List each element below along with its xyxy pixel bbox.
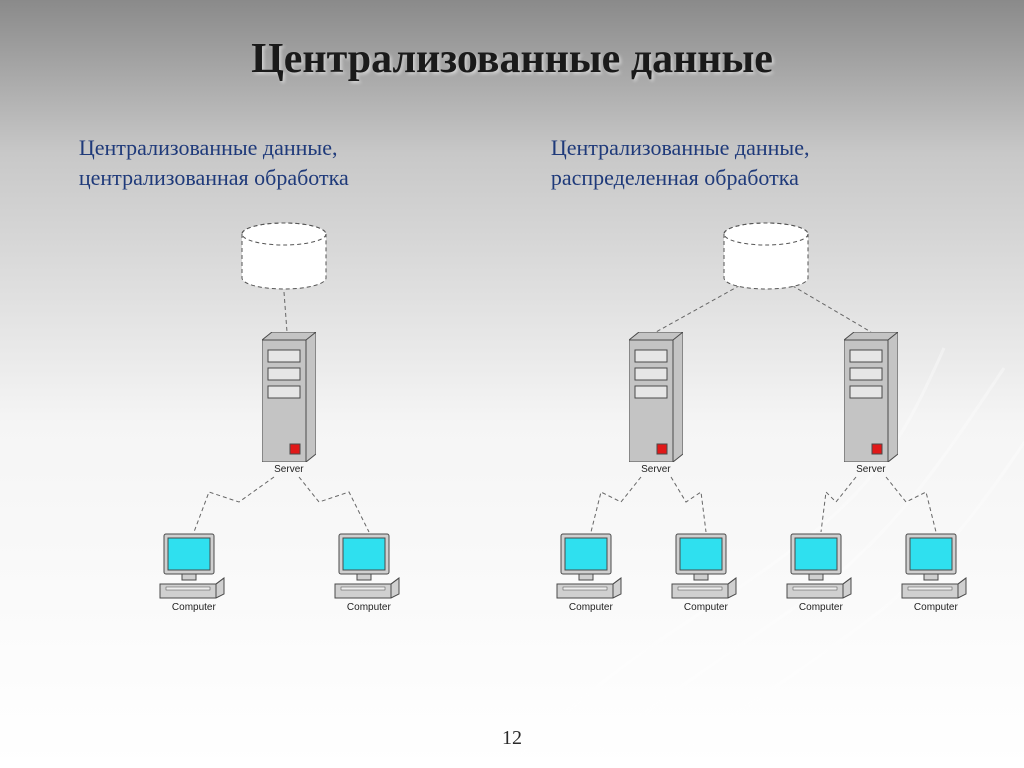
computer-icon: Computer (154, 532, 234, 613)
left-subtitle-line2: централизованная обработка (79, 165, 349, 190)
server-icon: Server (841, 332, 901, 475)
computer-label: Computer (914, 602, 958, 613)
server-icon: Server (626, 332, 686, 475)
slide-title: Централизованные данные (0, 0, 1024, 83)
left-subtitle-line1: Централизованные данные, (79, 135, 338, 160)
computer-icon: Computer (896, 532, 976, 613)
right-diagram: Server Server Computer Computer Computer (531, 222, 965, 662)
computer-label: Computer (347, 602, 391, 613)
computer-label: Computer (799, 602, 843, 613)
server-label: Server (274, 464, 303, 475)
computer-label: Computer (684, 602, 728, 613)
right-subtitle-line1: Централизованные данные, (551, 135, 810, 160)
database-cylinder-icon (239, 222, 329, 292)
left-diagram: Server Computer Computer (59, 222, 493, 662)
server-icon: Server (259, 332, 319, 475)
left-column: Централизованные данные, централизованна… (59, 133, 493, 662)
computer-icon: Computer (329, 532, 409, 613)
computer-label: Computer (172, 602, 216, 613)
right-column: Централизованные данные, распределенная … (531, 133, 965, 662)
computer-icon: Computer (666, 532, 746, 613)
server-label: Server (641, 464, 670, 475)
database-cylinder-icon (721, 222, 811, 292)
columns-container: Централизованные данные, централизованна… (0, 133, 1024, 662)
computer-icon: Computer (551, 532, 631, 613)
left-subtitle: Централизованные данные, централизованна… (59, 133, 493, 192)
right-subtitle-line2: распределенная обработка (551, 165, 799, 190)
right-subtitle: Централизованные данные, распределенная … (531, 133, 965, 192)
computer-icon: Computer (781, 532, 861, 613)
server-label: Server (856, 464, 885, 475)
slide-number: 12 (502, 727, 522, 750)
computer-label: Computer (569, 602, 613, 613)
